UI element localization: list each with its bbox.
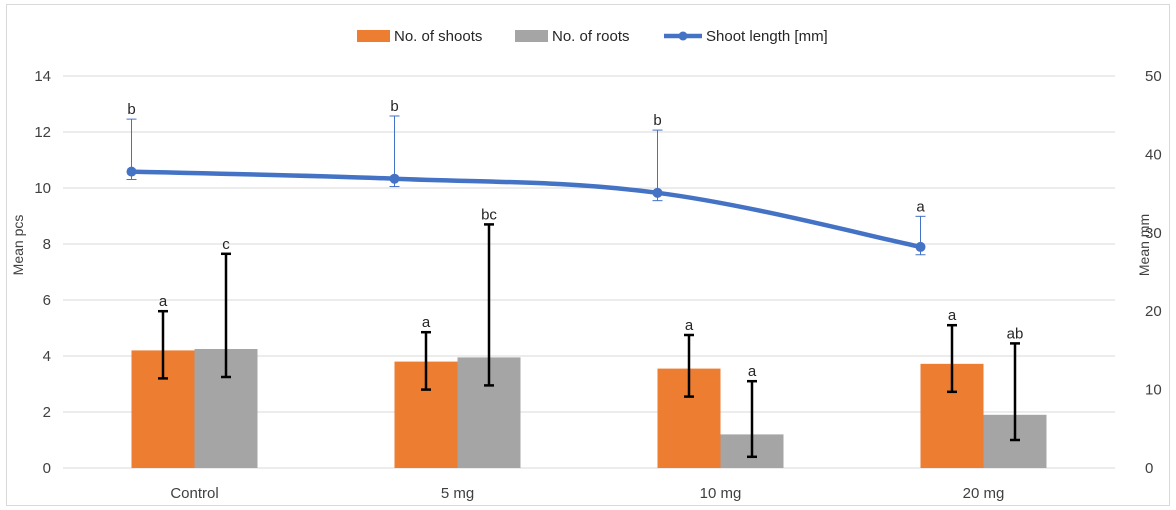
legend-swatch: [515, 30, 548, 42]
y-right-tick-label: 20: [1145, 303, 1162, 320]
chart-frame: 0 2 4 6 8 10 12 14 0 10 20 30 40 50 Control 5 mg 10 mg 20…: [6, 4, 1170, 506]
significance-letter: a: [685, 317, 694, 334]
y-left-tick-label: 12: [34, 124, 51, 141]
significance-letter: a: [159, 293, 168, 310]
y-left-tick-label: 6: [43, 292, 51, 309]
y-right-tick-label: 50: [1145, 68, 1162, 85]
significance-letter: b: [390, 98, 398, 115]
significance-letter: a: [948, 307, 957, 324]
y-right-tick-label: 30: [1145, 225, 1162, 242]
line-layer: [126, 115, 926, 256]
y-left-tick-label: 2: [43, 404, 51, 421]
legend-label: Shoot length [mm]: [706, 28, 828, 45]
legend-label: No. of shoots: [394, 28, 482, 45]
x-tick-label: Control: [170, 485, 218, 502]
y-right-tick-label: 10: [1145, 382, 1162, 399]
y-left-tick-label: 4: [43, 348, 51, 365]
y-right-tick-label: 0: [1145, 460, 1153, 477]
y-left-tick-label: 8: [43, 236, 51, 253]
significance-letter: a: [422, 314, 431, 331]
y-right-tick-label: 40: [1145, 146, 1162, 163]
line-point: [389, 173, 400, 184]
x-tick-label: 10 mg: [700, 485, 742, 502]
chart-svg: 0 2 4 6 8 10 12 14 0 10 20 30 40 50 Control 5 mg 10 mg 20…: [10, 28, 1162, 502]
bars-layer: [131, 223, 1047, 468]
y-left-tick-label: 14: [34, 68, 51, 85]
legend-label: No. of roots: [552, 28, 630, 45]
significance-letter: a: [916, 198, 925, 215]
series-line: [129, 169, 923, 250]
line-point: [915, 241, 926, 252]
significance-letter: ab: [1007, 325, 1024, 342]
legend: No. of shoots No. of roots Shoot length [m…: [357, 28, 828, 45]
significance-letter: b: [653, 112, 661, 129]
line-point: [652, 187, 663, 198]
x-tick-label: 20 mg: [963, 485, 1005, 502]
significance-letter: b: [127, 101, 135, 118]
y-left-tick-label: 0: [43, 460, 51, 477]
significance-letter: bc: [481, 206, 497, 223]
legend-swatch: [357, 30, 390, 42]
significance-letter: a: [748, 363, 757, 380]
significance-letter: c: [222, 236, 230, 253]
y-axis-left-title: Mean pcs: [10, 215, 26, 276]
legend-marker: [678, 31, 688, 41]
labels-layer: 0 2 4 6 8 10 12 14 0 10 20 30 40 50 Control 5 mg 10 mg 20…: [34, 68, 1161, 502]
line-point: [126, 166, 137, 177]
y-axis-right-title: Mean mm: [1136, 214, 1152, 276]
y-left-tick-label: 10: [34, 180, 51, 197]
x-tick-label: 5 mg: [441, 485, 474, 502]
